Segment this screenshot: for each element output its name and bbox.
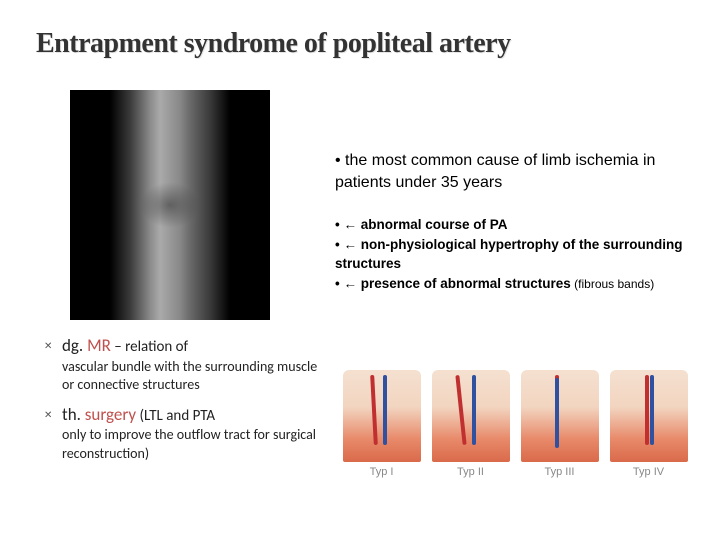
cause-text: presence of abnormal structures	[361, 276, 571, 291]
cause-arrow: • ←	[335, 217, 361, 232]
anatomy-figure	[521, 370, 599, 462]
item-keyword: surgery	[85, 404, 136, 425]
list-item: ✕ th. surgery (LTL and PTA only to impro…	[44, 404, 319, 463]
item-dash: –	[111, 338, 125, 356]
cause-item: • ← presence of abnormal structures (fib…	[335, 274, 695, 294]
cause-text: non-physiological hypertrophy of the sur…	[335, 237, 682, 272]
type-label: Typ I	[370, 466, 394, 478]
close-icon: ✕	[44, 408, 52, 421]
type-panel: Typ III	[518, 370, 601, 490]
item-sub: vascular bundle with the surrounding mus…	[62, 358, 319, 394]
anatomy-figure	[343, 370, 421, 462]
types-diagram: Typ I Typ II Typ III Typ IV	[340, 370, 690, 490]
type-panel: Typ I	[340, 370, 423, 490]
item-rest: (LTL and PTA	[139, 407, 215, 425]
type-panel: Typ II	[429, 370, 512, 490]
page-title: Entrapment syndrome of popliteal artery	[36, 28, 511, 60]
type-label: Typ III	[545, 466, 575, 478]
type-panel: Typ IV	[607, 370, 690, 490]
intro-bullet: •	[335, 152, 345, 169]
item-keyword: MR	[87, 335, 111, 356]
type-label: Typ IV	[633, 466, 664, 478]
cause-suffix: (fibrous bands)	[571, 277, 654, 291]
item-lead: dg.	[62, 335, 87, 356]
cause-text: abnormal course of PA	[361, 217, 508, 232]
item-rest: relation of	[125, 338, 188, 356]
item-sub: only to improve the outflow tract for su…	[62, 426, 319, 462]
intro-text: • the most common cause of limb ischemia…	[335, 150, 695, 193]
anatomy-figure	[432, 370, 510, 462]
cause-arrow: • ←	[335, 276, 361, 291]
anatomy-figure	[610, 370, 688, 462]
item-lead: th.	[62, 404, 85, 425]
causes-list: • ← abnormal course of PA • ← non-physio…	[335, 215, 695, 293]
cause-arrow: • ←	[335, 237, 361, 252]
type-label: Typ II	[457, 466, 484, 478]
cause-item: • ← abnormal course of PA	[335, 215, 695, 235]
list-item: ✕ dg. MR – relation of vascular bundle w…	[44, 335, 319, 394]
left-lower-list: ✕ dg. MR – relation of vascular bundle w…	[44, 335, 319, 473]
intro-body: the most common cause of limb ischemia i…	[335, 152, 655, 191]
right-column: • the most common cause of limb ischemia…	[335, 150, 695, 293]
cause-item: • ← non-physiological hypertrophy of the…	[335, 235, 695, 274]
close-icon: ✕	[44, 339, 52, 352]
mr-scan-image	[70, 90, 270, 320]
